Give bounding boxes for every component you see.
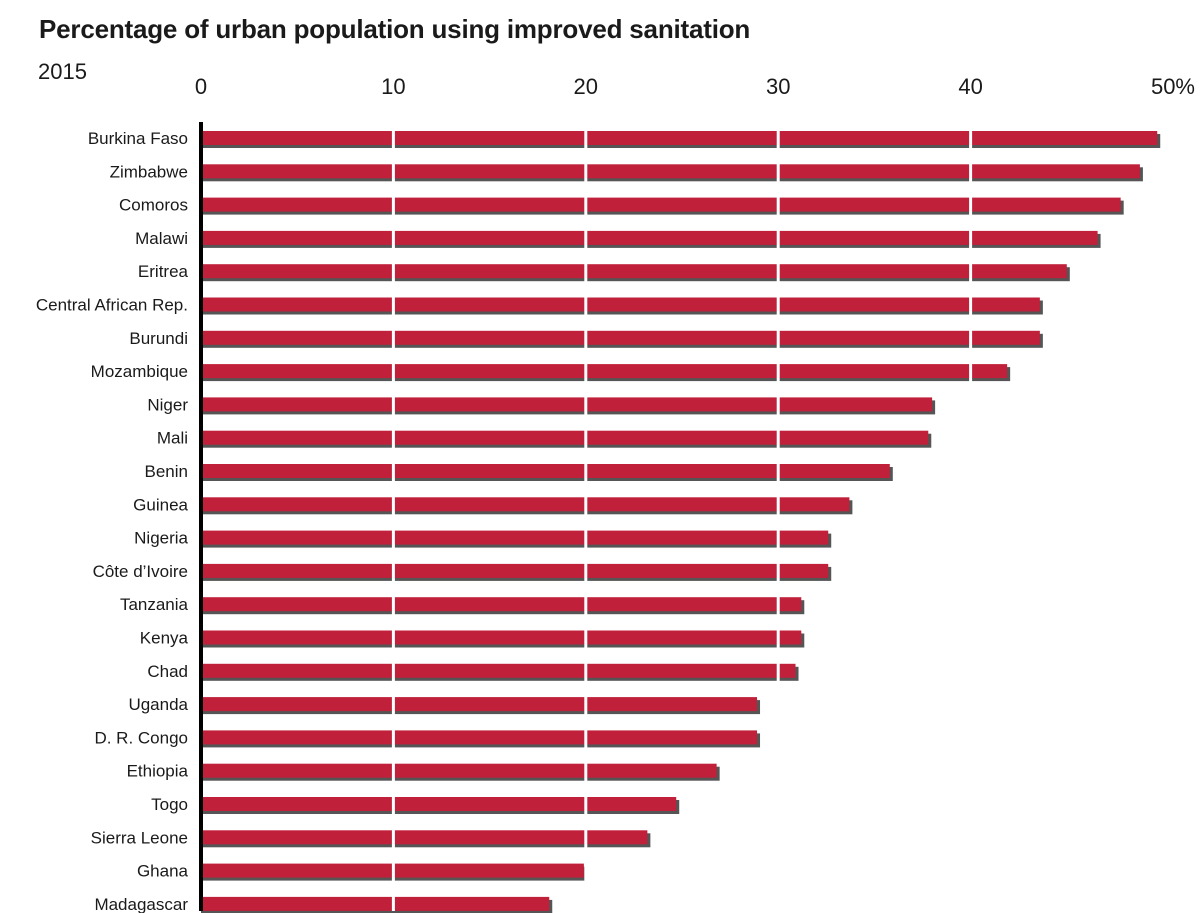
category-label: Ethiopia — [127, 762, 189, 781]
category-label: Chad — [147, 662, 188, 681]
category-label: Uganda — [128, 695, 188, 714]
category-labels: Burkina Faso Zimbabwe Comoros Malawi Eritrea… — [36, 129, 189, 913]
x-tick-label: 40 — [958, 74, 982, 99]
bar — [201, 797, 677, 811]
bar — [201, 297, 1040, 312]
x-tick-label: 30 — [766, 74, 790, 99]
category-label: Togo — [151, 795, 188, 814]
chart-title: Percentage of urban population using imp… — [39, 14, 751, 44]
bar — [201, 663, 796, 678]
bar — [201, 264, 1067, 279]
bar — [201, 330, 1040, 345]
category-label: D. R. Congo — [94, 728, 188, 747]
bar — [201, 497, 850, 512]
bar — [201, 597, 802, 612]
category-label: Guinea — [133, 495, 188, 514]
category-label: Burundi — [129, 329, 188, 348]
bar — [201, 197, 1121, 212]
x-tick-label: 10 — [381, 74, 405, 99]
category-label: Nigeria — [134, 529, 188, 548]
chart-subtitle: 2015 — [38, 59, 87, 84]
category-label: Niger — [147, 395, 188, 414]
bar — [201, 630, 802, 645]
bar — [201, 230, 1098, 245]
x-tick-label: 20 — [574, 74, 598, 99]
category-label: Burkina Faso — [88, 129, 188, 148]
x-tick-label: 0 — [195, 74, 207, 99]
bar — [201, 730, 758, 745]
bar — [201, 896, 550, 911]
category-label: Benin — [145, 462, 188, 481]
category-label: Central African Rep. — [36, 296, 188, 315]
category-label: Mozambique — [91, 362, 188, 381]
category-label: Zimbabwe — [110, 162, 188, 181]
category-label: Tanzania — [120, 595, 189, 614]
bar — [201, 430, 929, 445]
category-label: Comoros — [119, 196, 188, 215]
bar — [201, 397, 933, 412]
bar — [201, 763, 717, 778]
bar — [201, 464, 890, 478]
category-label: Madagascar — [94, 895, 188, 913]
bar — [201, 164, 1140, 179]
bars — [201, 131, 1161, 913]
category-label: Mali — [157, 429, 188, 448]
category-label: Eritrea — [138, 262, 189, 281]
bar — [201, 530, 829, 545]
bar — [201, 364, 1008, 379]
bar — [201, 563, 829, 578]
category-label: Kenya — [140, 629, 189, 648]
category-label: Côte d’Ivoire — [93, 562, 188, 581]
gridlines — [391, 122, 973, 911]
category-label: Sierra Leone — [91, 828, 188, 847]
bar — [201, 697, 758, 712]
x-tick-label: 50% — [1151, 74, 1195, 99]
category-label: Ghana — [137, 862, 189, 881]
category-label: Malawi — [135, 229, 188, 248]
x-axis-ticks: 0 10 20 30 40 50% — [195, 74, 1195, 99]
bar — [201, 830, 648, 845]
bar — [201, 131, 1158, 145]
